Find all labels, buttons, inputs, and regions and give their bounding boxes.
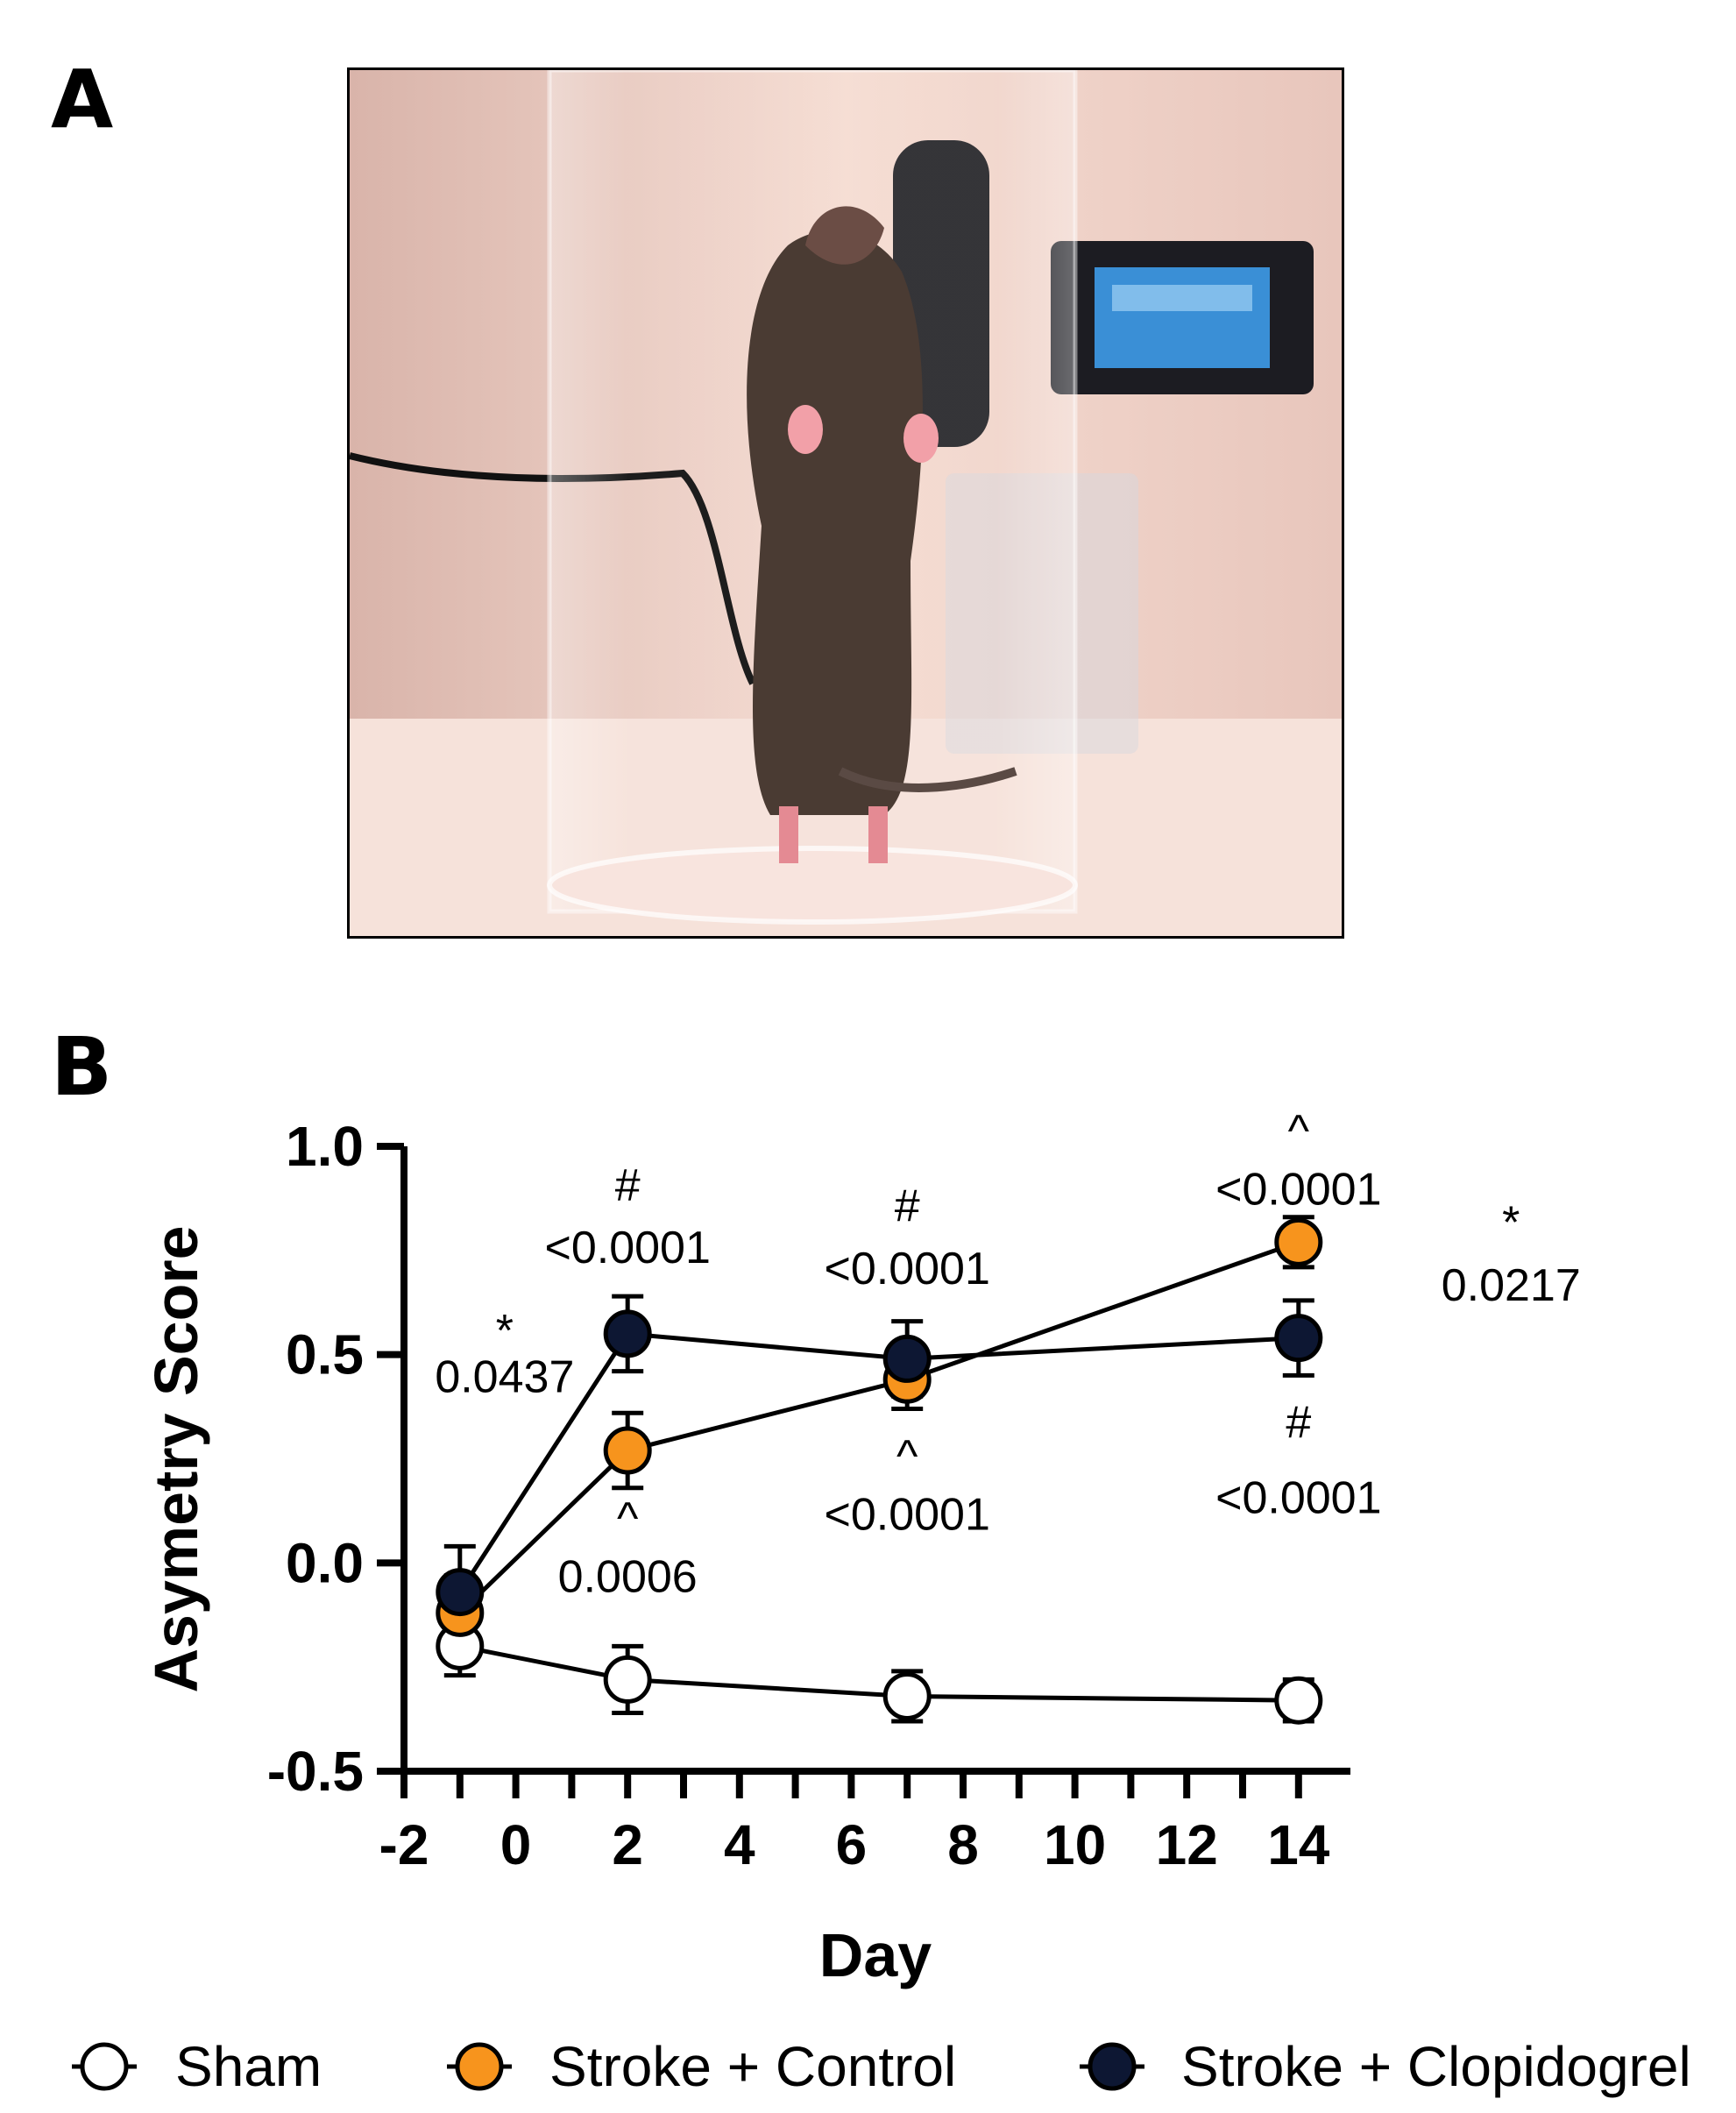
legend-label-0: Sham <box>175 2035 322 2098</box>
x-tick-label: 6 <box>836 1813 868 1876</box>
y-tick-label: 0.0 <box>286 1531 364 1594</box>
series-line-0 <box>459 1643 1299 1703</box>
x-tick-label: 8 <box>947 1813 979 1876</box>
y-tick-label: 1.0 <box>286 1115 364 1178</box>
data-point-0 <box>882 1671 932 1720</box>
mouse-head <box>805 206 884 265</box>
panel-label-b: B <box>51 1020 113 1114</box>
asymmetry-chart: -0.5 0.0 0.5 1.0 -2 0 2 4 6 8 10 12 14 Asymetry Sco… <box>72 1106 1691 2098</box>
significance-annotation: * <box>1502 1198 1520 1249</box>
data-point-0 <box>1274 1676 1323 1725</box>
significance-annotation: <0.0001 <box>824 1244 989 1294</box>
data-point-1 <box>603 1426 652 1475</box>
significance-annotation: <0.0001 <box>1215 1472 1381 1523</box>
significance-annotation: ^ <box>896 1431 918 1482</box>
x-tick-label: 0 <box>500 1813 532 1876</box>
x-axis-title: Day <box>819 1921 932 1989</box>
data-point-2 <box>1274 1314 1323 1363</box>
significance-annotation: ^ <box>1288 1106 1310 1157</box>
camera-screen <box>1095 267 1270 368</box>
data-point-2 <box>603 1309 652 1358</box>
x-tick-label: 12 <box>1156 1813 1218 1876</box>
legend-marker-0 <box>80 2042 129 2091</box>
mouse-right-paw <box>903 414 939 463</box>
x-tick-label: -2 <box>379 1813 429 1876</box>
series-line-2 <box>457 1331 1299 1593</box>
data-point-1 <box>1274 1217 1323 1266</box>
mouse-body <box>747 230 923 815</box>
photo-illustration <box>350 70 1342 936</box>
significance-annotation: <0.0001 <box>1215 1165 1381 1216</box>
legend-label-2: Stroke + Clopidogrel <box>1181 2035 1691 2098</box>
chart-axes <box>400 1146 1350 1775</box>
significance-annotation: # <box>615 1160 641 1211</box>
data-point-2 <box>882 1334 932 1383</box>
x-tick-label: 14 <box>1267 1813 1330 1876</box>
significance-annotation: 0.0217 <box>1442 1260 1581 1311</box>
significance-annotation: # <box>895 1181 920 1232</box>
x-tick-label: 10 <box>1044 1813 1106 1876</box>
legend-label-1: Stroke + Control <box>549 2035 956 2098</box>
cylinder-base <box>547 846 1078 925</box>
x-tick-label: 2 <box>612 1813 643 1876</box>
significance-annotation: <0.0001 <box>544 1223 710 1273</box>
legend: Sham Stroke + Control Stroke + Clopidogrel <box>72 2035 1691 2098</box>
significance-annotation: * <box>496 1306 514 1357</box>
y-tick-label: 0.5 <box>286 1323 364 1386</box>
annotation-layer: *0.0437#<0.0001^0.0006#<0.0001^<0.0001^<… <box>435 1106 1580 1603</box>
mouse-cylinder-photo <box>347 67 1344 939</box>
legend-marker-1 <box>455 2042 504 2091</box>
significance-annotation: ^ <box>617 1493 639 1544</box>
significance-annotation: 0.0437 <box>435 1351 574 1402</box>
data-point-0 <box>603 1655 652 1704</box>
data-point-2 <box>436 1568 485 1617</box>
y-tick-label: -0.5 <box>267 1740 364 1803</box>
significance-annotation: # <box>1286 1398 1311 1449</box>
series-line-1 <box>458 1239 1300 1615</box>
significance-annotation: <0.0001 <box>824 1489 989 1540</box>
mouse-tail <box>838 767 1017 792</box>
y-ticks: -0.5 0.0 0.5 1.0 <box>267 1115 404 1803</box>
significance-annotation: 0.0006 <box>558 1552 698 1603</box>
legend-marker-2 <box>1088 2042 1137 2091</box>
panel-label-a: A <box>51 53 114 146</box>
y-axis-title: Asymetry Score <box>142 1225 210 1692</box>
series-layer <box>436 1215 1323 1725</box>
x-tick-label: 4 <box>724 1813 755 1876</box>
x-ticks: -2 0 2 4 6 8 10 12 14 <box>379 1771 1330 1876</box>
mouse-left-paw <box>788 405 823 454</box>
